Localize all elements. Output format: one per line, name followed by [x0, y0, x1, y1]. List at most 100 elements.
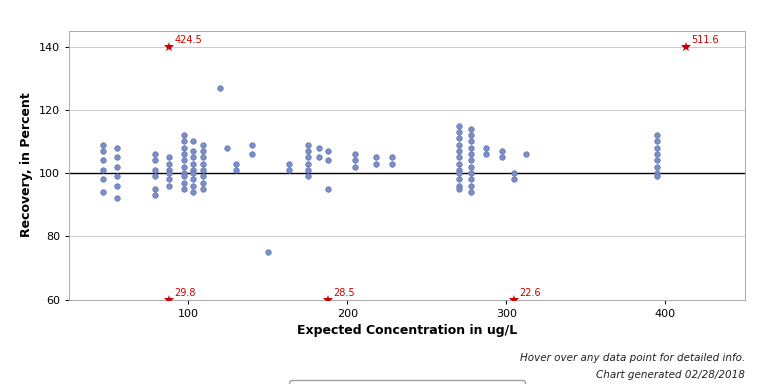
- Point: [197, 141, 209, 147]
- Point: [177, 151, 190, 157]
- Point: [386, 154, 398, 160]
- Point: [465, 145, 478, 151]
- Point: [508, 170, 521, 176]
- Point: [452, 148, 465, 154]
- Point: [283, 161, 295, 167]
- Point: [177, 132, 190, 138]
- Point: [197, 154, 209, 160]
- Point: [452, 167, 465, 173]
- Point: [149, 173, 161, 179]
- Point: [323, 157, 335, 164]
- Point: [111, 145, 123, 151]
- Point: [187, 189, 200, 195]
- Text: 511.6: 511.6: [691, 35, 719, 45]
- Point: [465, 157, 478, 164]
- Point: [651, 170, 664, 176]
- Point: [349, 151, 362, 157]
- Point: [149, 167, 161, 173]
- Point: [302, 148, 314, 154]
- Point: [386, 161, 398, 167]
- Point: [479, 145, 492, 151]
- Point: [96, 148, 108, 154]
- Point: [197, 173, 209, 179]
- Point: [465, 183, 478, 189]
- Point: [283, 167, 295, 173]
- Point: [302, 167, 314, 173]
- Point: [651, 151, 664, 157]
- Point: [111, 173, 123, 179]
- Point: [163, 176, 175, 182]
- Point: [452, 141, 465, 147]
- Point: [349, 157, 362, 164]
- Point: [452, 122, 465, 129]
- Point: [163, 161, 175, 167]
- Point: [96, 176, 108, 182]
- Point: [149, 151, 161, 157]
- Point: [465, 164, 478, 170]
- Point: [111, 195, 123, 201]
- Point: [177, 157, 190, 164]
- Point: [187, 154, 200, 160]
- Y-axis label: Recovery, in Percent: Recovery, in Percent: [21, 93, 34, 237]
- Point: [349, 164, 362, 170]
- Point: [323, 148, 335, 154]
- Text: Hover over any data point for detailed info.: Hover over any data point for detailed i…: [520, 353, 745, 363]
- Text: 22.6: 22.6: [519, 288, 541, 298]
- Point: [651, 164, 664, 170]
- Point: [149, 186, 161, 192]
- Point: [313, 145, 325, 151]
- Point: [177, 173, 190, 179]
- Point: [313, 154, 325, 160]
- Point: [187, 167, 200, 173]
- Point: [370, 154, 382, 160]
- Point: [370, 161, 382, 167]
- Point: [479, 151, 492, 157]
- Point: [163, 170, 175, 176]
- Point: [149, 192, 161, 198]
- Point: [651, 132, 664, 138]
- Point: [197, 148, 209, 154]
- Point: [452, 154, 465, 160]
- Point: [465, 151, 478, 157]
- Text: 29.8: 29.8: [174, 288, 196, 298]
- Point: [651, 138, 664, 144]
- Point: [177, 186, 190, 192]
- Point: [163, 167, 175, 173]
- Point: [111, 164, 123, 170]
- Point: [323, 186, 335, 192]
- Point: [651, 145, 664, 151]
- Point: [465, 138, 478, 144]
- Point: [508, 176, 521, 182]
- Point: [452, 170, 465, 176]
- Legend: Percent Recovery, Off-scale Y-Axis: Percent Recovery, Off-scale Y-Axis: [290, 380, 525, 384]
- Point: [246, 151, 258, 157]
- Point: [519, 151, 531, 157]
- Point: [302, 154, 314, 160]
- Point: [214, 84, 227, 91]
- Point: [452, 135, 465, 141]
- Point: [111, 154, 123, 160]
- Point: [465, 132, 478, 138]
- Point: [187, 170, 200, 176]
- Point: [220, 145, 233, 151]
- Point: [452, 176, 465, 182]
- Point: [452, 129, 465, 135]
- Text: 424.5: 424.5: [174, 35, 202, 45]
- Point: [111, 183, 123, 189]
- Point: [197, 179, 209, 185]
- Point: [465, 170, 478, 176]
- Point: [452, 161, 465, 167]
- Point: [651, 173, 664, 179]
- Point: [187, 148, 200, 154]
- Point: [465, 176, 478, 182]
- Point: [177, 145, 190, 151]
- Point: [96, 141, 108, 147]
- Point: [197, 167, 209, 173]
- Point: [197, 161, 209, 167]
- Point: [187, 138, 200, 144]
- Point: [230, 161, 242, 167]
- X-axis label: Expected Concentration in ug/L: Expected Concentration in ug/L: [297, 324, 517, 337]
- Point: [246, 141, 258, 147]
- Point: [452, 183, 465, 189]
- Point: [262, 249, 274, 255]
